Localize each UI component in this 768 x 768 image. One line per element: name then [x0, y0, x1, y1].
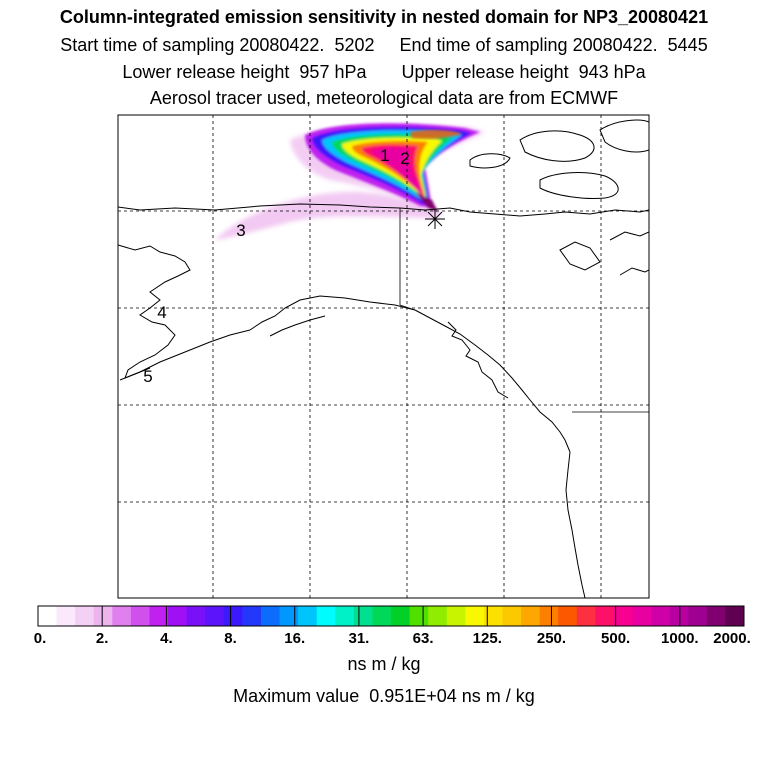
colorbar-outline: [37, 605, 745, 627]
colorbar-swatch: [279, 606, 299, 626]
colorbar-swatch: [465, 606, 485, 626]
colorbar-swatch: [223, 606, 243, 626]
colorbar-swatch: [428, 606, 448, 626]
colorbar-units: ns m / kg: [347, 654, 421, 674]
colorbar-swatch: [112, 606, 132, 626]
point-label-3: 3: [236, 221, 245, 240]
borders: [399, 208, 649, 413]
colorbar-swatch: [558, 606, 578, 626]
colorbar-swatch: [186, 606, 206, 626]
release-heights: Lower release height 957 hPa Upper relea…: [122, 62, 646, 82]
tracer-info: Aerosol tracer used, meteorological data…: [149, 88, 619, 108]
colorbar-swatch: [93, 606, 113, 626]
colorbar-swatch: [75, 606, 95, 626]
colorbar-swatch: [539, 606, 559, 626]
point-label-1: 1: [380, 146, 389, 165]
colorbar-tick-label: 2000.: [713, 630, 751, 647]
colorbar-swatch: [316, 606, 336, 626]
colorbar-swatch: [669, 606, 689, 626]
colorbar-swatch: [205, 606, 225, 626]
colorbar-swatch: [391, 606, 411, 626]
colorbar-swatch: [576, 606, 596, 626]
colorbar-swatch: [149, 606, 169, 626]
colorbar-swatch: [353, 606, 373, 626]
colorbar-swatch: [613, 606, 634, 626]
colorbar-tick-label: 2.: [95, 630, 109, 647]
colorbar-tick-label: 16.: [284, 630, 306, 647]
colorbar-swatch: [446, 606, 466, 626]
colorbar-swatch: [632, 606, 652, 626]
colorbar-swatch: [409, 606, 429, 626]
colorbar-swatch: [483, 606, 503, 626]
emission-plume: [215, 123, 485, 240]
colorbar-tick-label: 4.: [160, 630, 173, 647]
colorbar-swatch: [168, 606, 188, 626]
colorbar-tick-label: 500.: [601, 630, 631, 647]
colorbar-swatch: [242, 606, 262, 626]
colorbar-swatch: [502, 606, 522, 626]
colorbar-tick-label: 0.: [33, 630, 47, 647]
colorbar-tick-label: 125.: [472, 630, 502, 647]
colorbar-swatch: [56, 606, 76, 626]
colorbar-swatch: [725, 606, 745, 626]
colorbar-tick-label: 8.: [224, 630, 237, 647]
point-label-4: 4: [157, 303, 166, 322]
graticule: [118, 115, 649, 598]
colorbar-swatch: [706, 606, 726, 626]
colorbar-swatch: [335, 606, 355, 626]
maximum-value: Maximum value 0.951E+04 ns m / kg: [233, 686, 535, 706]
colorbar: [37, 605, 745, 627]
colorbar-swatch: [298, 606, 318, 626]
colorbar-swatch: [651, 606, 671, 626]
colorbar-swatch: [688, 606, 708, 626]
map-title: Column-integrated emission sensitivity i…: [59, 7, 709, 27]
colorbar-tick-label: 1000.: [661, 630, 699, 647]
colorbar-tick-label: 63.: [412, 630, 434, 647]
colorbar-swatch: [38, 606, 58, 626]
colorbar-tick-label: 31.: [348, 630, 370, 647]
point-label-5: 5: [143, 367, 152, 386]
colorbar-swatch: [595, 606, 615, 626]
colorbar-tick-label: 250.: [536, 630, 567, 647]
colorbar-swatch: [130, 606, 150, 626]
colorbar-swatch: [372, 606, 392, 626]
release-site-icon: [425, 209, 445, 229]
colorbar-swatch: [521, 606, 541, 626]
point-label-2: 2: [400, 149, 409, 168]
colorbar-swatch: [260, 606, 281, 626]
sampling-times: Start time of sampling 20080422. 5202 En…: [60, 35, 708, 55]
